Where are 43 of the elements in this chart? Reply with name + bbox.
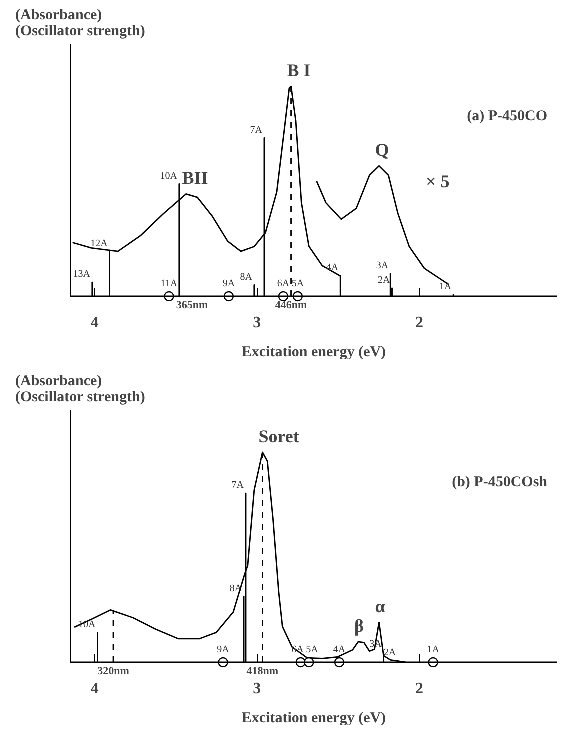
annotation: 12A [90, 238, 109, 250]
annotation: 6A [277, 278, 290, 290]
annotation: α [375, 596, 386, 617]
x-tick-label: 3 [253, 680, 262, 698]
x-axis-title: Excitation energy (eV) [242, 344, 386, 360]
annotation: 5A [306, 644, 320, 656]
annotation: 10A [78, 620, 97, 631]
annotation: 418nm [246, 666, 279, 678]
text: (a) P-450CO [467, 108, 548, 124]
annotation: 13A [73, 269, 92, 280]
x-tick-label: 4 [90, 680, 99, 698]
x-axis-title: Excitation energy (eV) [242, 710, 386, 726]
annotation: B I [287, 60, 311, 80]
annotation: 1A [427, 644, 440, 656]
annotation: 9A [222, 278, 236, 290]
annotation: 8A [240, 272, 254, 283]
annotation: 1A [439, 281, 452, 292]
annotation: 2A [384, 647, 397, 658]
annotation: 4A [333, 644, 346, 656]
annotation: 3A [376, 260, 390, 272]
x-tick-label: 2 [416, 680, 424, 698]
annotation: × 5 [426, 172, 450, 192]
text: 365nm [176, 300, 208, 312]
x-tick-label: 4 [90, 314, 99, 332]
x-tick-label: 3 [253, 314, 262, 332]
annotation: β [354, 616, 364, 636]
annotation: Q [375, 140, 390, 160]
annotation: 7A [232, 480, 245, 492]
annotation: 11A [160, 278, 178, 290]
annotation: 2A [378, 275, 392, 286]
annotation: 4A [326, 262, 340, 274]
annotation: 320nm [98, 666, 130, 678]
text: (b) P-450COsh [452, 474, 548, 490]
annotation: 10A [160, 170, 178, 182]
annotation: 9A [217, 644, 230, 656]
annotation: 5A [292, 278, 305, 290]
annotation: BII [182, 168, 208, 188]
annotation: 7A [250, 124, 264, 136]
x-tick-label: 2 [416, 314, 424, 332]
y-axis-title: (Absorbance) (Oscillator strength) [16, 8, 146, 40]
y-axis-title: (Absorbance) (Oscillator strength) [16, 374, 146, 406]
annotation: 446nm [275, 300, 308, 312]
annotation: Soret [258, 426, 300, 446]
